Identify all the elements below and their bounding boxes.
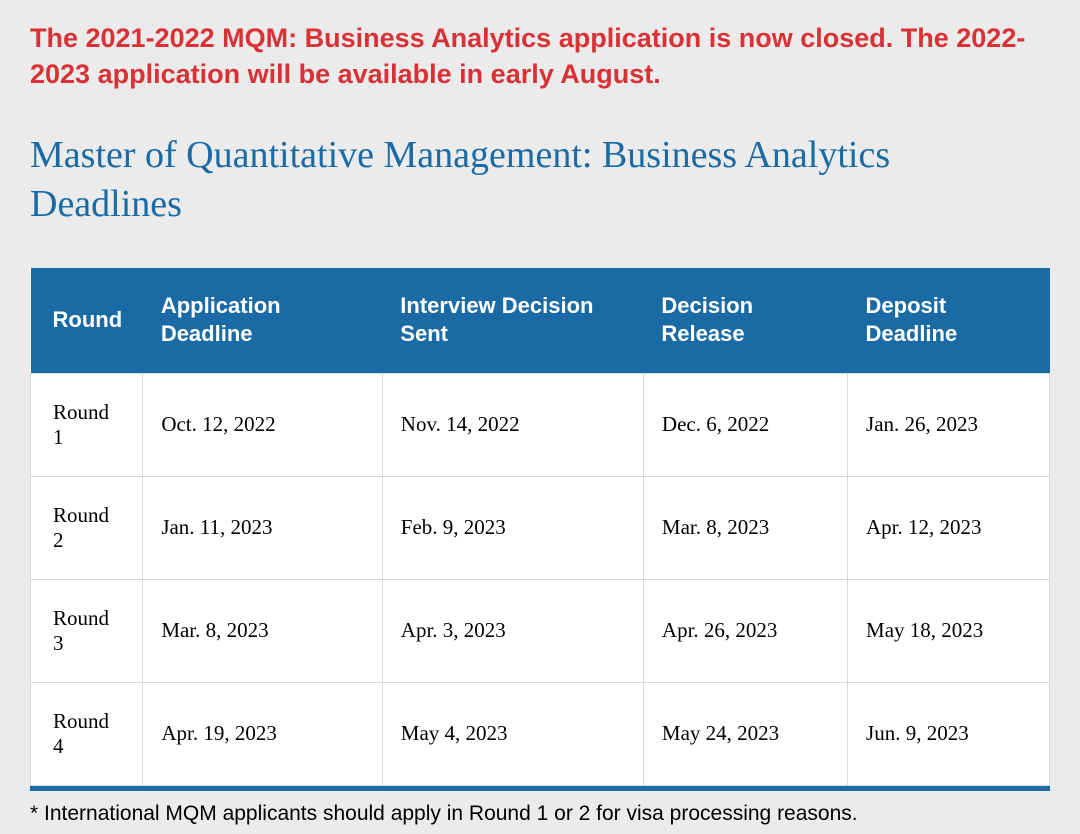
- cell-round: Round 2: [31, 476, 143, 579]
- table-row: Round 3 Mar. 8, 2023 Apr. 3, 2023 Apr. 2…: [31, 579, 1050, 682]
- cell-deposit: Jun. 9, 2023: [848, 682, 1050, 785]
- table-row: Round 2 Jan. 11, 2023 Feb. 9, 2023 Mar. …: [31, 476, 1050, 579]
- cell-app-deadline: Apr. 19, 2023: [143, 682, 382, 785]
- col-header-decision-release: Decision Release: [643, 268, 847, 374]
- deadlines-table-wrapper: Round Application Deadline Interview Dec…: [30, 268, 1050, 791]
- cell-round: Round 1: [31, 373, 143, 476]
- alert-text: The 2021-2022 MQM: Business Analytics ap…: [30, 20, 1050, 93]
- cell-app-deadline: Oct. 12, 2022: [143, 373, 382, 476]
- table-row: Round 1 Oct. 12, 2022 Nov. 14, 2022 Dec.…: [31, 373, 1050, 476]
- cell-app-deadline: Jan. 11, 2023: [143, 476, 382, 579]
- col-header-interview-decision: Interview Decision Sent: [382, 268, 643, 374]
- table-body: Round 1 Oct. 12, 2022 Nov. 14, 2022 Dec.…: [31, 373, 1050, 785]
- deadlines-table: Round Application Deadline Interview Dec…: [30, 268, 1050, 786]
- table-header-row: Round Application Deadline Interview Dec…: [31, 268, 1050, 374]
- col-header-round: Round: [31, 268, 143, 374]
- col-header-application-deadline: Application Deadline: [143, 268, 382, 374]
- cell-round: Round 4: [31, 682, 143, 785]
- table-header: Round Application Deadline Interview Dec…: [31, 268, 1050, 374]
- col-header-deposit-deadline: Deposit Deadline: [848, 268, 1050, 374]
- cell-deposit: May 18, 2023: [848, 579, 1050, 682]
- cell-interview: Apr. 3, 2023: [382, 579, 643, 682]
- cell-app-deadline: Mar. 8, 2023: [143, 579, 382, 682]
- cell-deposit: Apr. 12, 2023: [848, 476, 1050, 579]
- cell-decision: Apr. 26, 2023: [643, 579, 847, 682]
- cell-interview: Feb. 9, 2023: [382, 476, 643, 579]
- cell-interview: Nov. 14, 2022: [382, 373, 643, 476]
- table-row: Round 4 Apr. 19, 2023 May 4, 2023 May 24…: [31, 682, 1050, 785]
- cell-decision: May 24, 2023: [643, 682, 847, 785]
- cell-interview: May 4, 2023: [382, 682, 643, 785]
- cell-decision: Dec. 6, 2022: [643, 373, 847, 476]
- cell-decision: Mar. 8, 2023: [643, 476, 847, 579]
- section-heading: Master of Quantitative Management: Busin…: [30, 131, 1050, 230]
- cell-deposit: Jan. 26, 2023: [848, 373, 1050, 476]
- cell-round: Round 3: [31, 579, 143, 682]
- footnote-text: * International MQM applicants should ap…: [30, 799, 1050, 828]
